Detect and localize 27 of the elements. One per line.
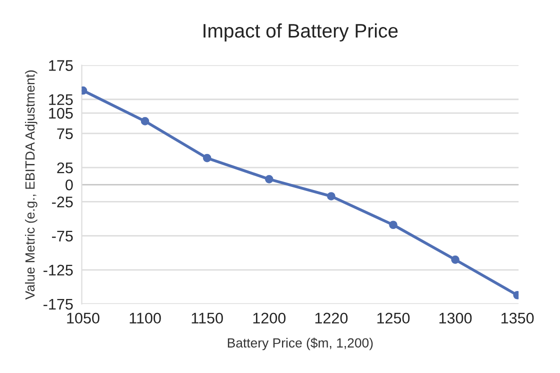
y-tick-label: -75 — [52, 230, 73, 242]
point — [327, 192, 336, 200]
chart-title: Impact of Battery Price — [204, 23, 398, 42]
y-tick-label: 75 — [57, 128, 73, 140]
x-axis-title: Battery Price ($m, 1,200) — [228, 338, 373, 350]
x-tick-label: 1200 — [253, 312, 286, 324]
y-tick-label: 105 — [49, 108, 73, 119]
y-axis-title: Value Metric (e.g., EBITDA Adjustment) — [24, 70, 38, 300]
y-tick-label: -125 — [44, 264, 73, 276]
x-tick-label: 1300 — [439, 312, 472, 324]
point — [264, 175, 274, 184]
y-tick-label: 125 — [49, 94, 73, 106]
y-tick-label: -175 — [44, 299, 73, 310]
x-tick-label: 1150 — [192, 312, 223, 324]
y-tick-label: 25 — [57, 162, 73, 174]
x-tick-label: 1350 — [501, 312, 534, 324]
x-tick-label: 1100 — [130, 312, 161, 324]
point — [202, 154, 212, 162]
point — [140, 117, 150, 126]
x-tick-label: 1220 — [315, 312, 348, 324]
x-tick-label: 1250 — [377, 312, 410, 324]
x-tick-label: 1050 — [67, 312, 100, 324]
point — [389, 220, 398, 230]
y-tick-label: 175 — [49, 60, 73, 71]
y-tick-label: -25 — [52, 196, 73, 208]
point — [451, 255, 460, 264]
y-tick-label: 0 — [66, 180, 73, 190]
